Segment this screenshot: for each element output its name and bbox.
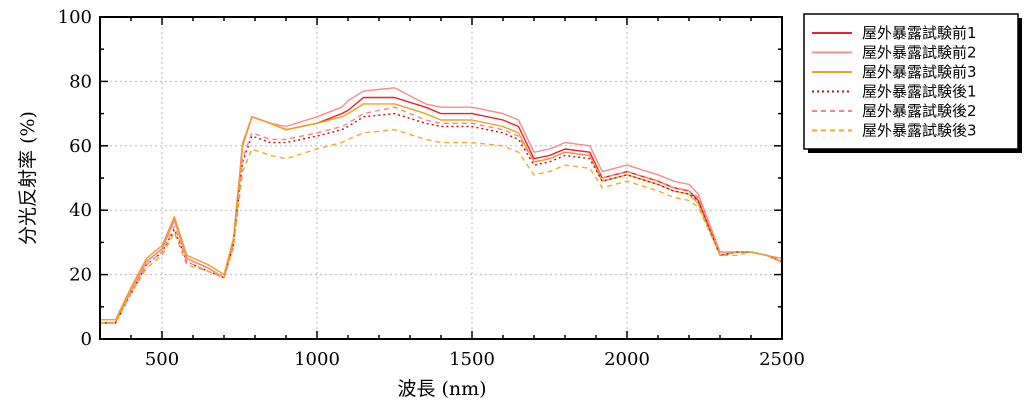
legend-label-5: 屋外暴露試験後2 [862, 102, 977, 120]
x-axis-title: 波長 (nm) [397, 378, 486, 400]
series-line-4 [100, 112, 783, 324]
axis-ticks [100, 16, 783, 340]
grid [100, 17, 782, 339]
x-tick-label: 500 [145, 349, 179, 370]
series-layer [100, 87, 783, 324]
legend-label-3: 屋外暴露試験前3 [862, 63, 977, 81]
series-line-5 [100, 106, 783, 324]
legend-label-1: 屋外暴露試験前1 [862, 24, 977, 42]
legend-label-2: 屋外暴露試験前2 [862, 44, 977, 62]
legend-label-4: 屋外暴露試験後1 [862, 83, 977, 101]
x-tick-label: 1000 [294, 349, 340, 370]
series-line-6 [100, 128, 783, 324]
x-tick-label: 2000 [604, 349, 650, 370]
plot-frame [99, 16, 783, 340]
y-tick-label: 60 [69, 136, 92, 157]
y-tick-label: 40 [69, 200, 92, 221]
y-tick-label: 0 [81, 329, 92, 350]
x-tick-label: 1500 [449, 349, 495, 370]
legend-label-6: 屋外暴露試験後3 [862, 122, 977, 140]
y-tick-labels: 0 20 40 60 80 100 [58, 7, 92, 350]
y-tick-label: 20 [69, 265, 92, 286]
y-axis-title: 分光反射率 (%) [17, 111, 39, 245]
y-tick-label: 100 [58, 7, 92, 28]
series-line-3 [100, 103, 783, 321]
legend-box [803, 13, 1019, 150]
x-tick-labels: 500 1000 1500 2000 2500 [145, 349, 805, 370]
series-line-2 [100, 87, 783, 324]
x-tick-label: 2500 [759, 349, 805, 370]
y-tick-label: 80 [69, 71, 92, 92]
